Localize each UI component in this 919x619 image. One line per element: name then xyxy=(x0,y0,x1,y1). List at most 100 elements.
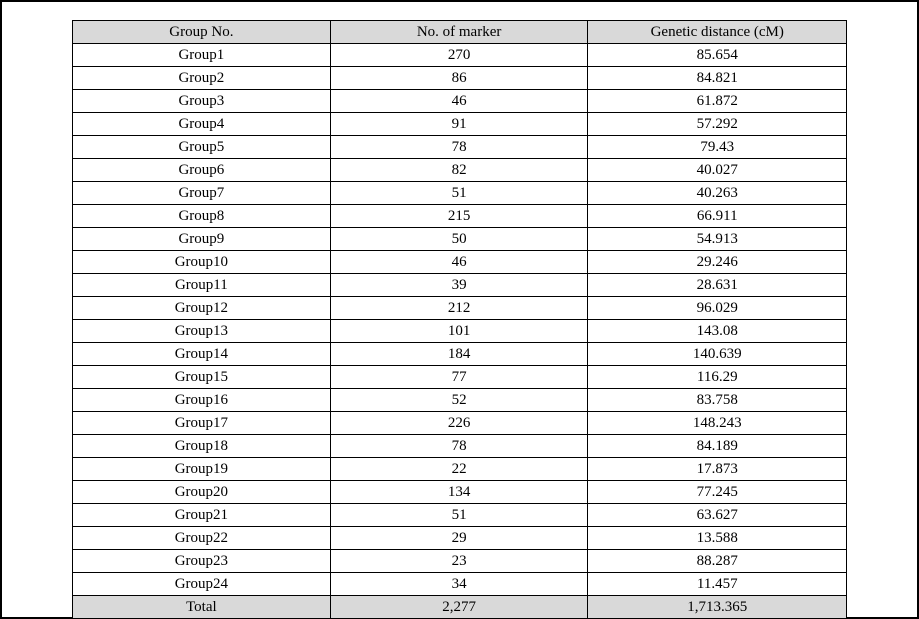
cell-group: Group13 xyxy=(73,320,331,343)
cell-distance: 40.027 xyxy=(588,159,847,182)
cell-group: Group20 xyxy=(73,481,331,504)
cell-markers: 77 xyxy=(330,366,588,389)
cell-distance: 84.189 xyxy=(588,435,847,458)
cell-markers: 212 xyxy=(330,297,588,320)
table-total-row: Total 2,277 1,713.365 xyxy=(73,596,847,619)
cell-group: Group1 xyxy=(73,44,331,67)
cell-markers: 184 xyxy=(330,343,588,366)
table-row: Group127085.654 xyxy=(73,44,847,67)
table-row: Group243411.457 xyxy=(73,573,847,596)
cell-group: Group24 xyxy=(73,573,331,596)
cell-distance: 66.911 xyxy=(588,205,847,228)
cell-group: Group11 xyxy=(73,274,331,297)
cell-markers: 51 xyxy=(330,504,588,527)
cell-distance: 77.245 xyxy=(588,481,847,504)
cell-markers: 82 xyxy=(330,159,588,182)
cell-distance: 85.654 xyxy=(588,44,847,67)
table-body: Group127085.654 Group28684.821 Group3466… xyxy=(73,44,847,619)
table-row: Group75140.263 xyxy=(73,182,847,205)
cell-distance: 11.457 xyxy=(588,573,847,596)
cell-markers: 39 xyxy=(330,274,588,297)
col-header-distance: Genetic distance (cM) xyxy=(588,21,847,44)
cell-total-label: Total xyxy=(73,596,331,619)
cell-markers: 270 xyxy=(330,44,588,67)
table-row: Group222913.588 xyxy=(73,527,847,550)
cell-group: Group5 xyxy=(73,136,331,159)
table-row: Group28684.821 xyxy=(73,67,847,90)
cell-markers: 50 xyxy=(330,228,588,251)
cell-markers: 34 xyxy=(330,573,588,596)
cell-distance: 29.246 xyxy=(588,251,847,274)
cell-markers: 23 xyxy=(330,550,588,573)
cell-total-markers: 2,277 xyxy=(330,596,588,619)
cell-distance: 79.43 xyxy=(588,136,847,159)
cell-distance: 17.873 xyxy=(588,458,847,481)
table-row: Group68240.027 xyxy=(73,159,847,182)
cell-group: Group15 xyxy=(73,366,331,389)
cell-markers: 51 xyxy=(330,182,588,205)
cell-distance: 88.287 xyxy=(588,550,847,573)
cell-distance: 61.872 xyxy=(588,90,847,113)
cell-distance: 116.29 xyxy=(588,366,847,389)
table-row: Group821566.911 xyxy=(73,205,847,228)
table-row: Group192217.873 xyxy=(73,458,847,481)
cell-distance: 96.029 xyxy=(588,297,847,320)
cell-distance: 143.08 xyxy=(588,320,847,343)
table-row: Group49157.292 xyxy=(73,113,847,136)
cell-distance: 28.631 xyxy=(588,274,847,297)
table-row: Group57879.43 xyxy=(73,136,847,159)
table-row: Group187884.189 xyxy=(73,435,847,458)
cell-markers: 52 xyxy=(330,389,588,412)
cell-group: Group2 xyxy=(73,67,331,90)
cell-markers: 78 xyxy=(330,136,588,159)
cell-distance: 140.639 xyxy=(588,343,847,366)
cell-group: Group9 xyxy=(73,228,331,251)
cell-group: Group12 xyxy=(73,297,331,320)
table-header-row: Group No. No. of marker Genetic distance… xyxy=(73,21,847,44)
cell-group: Group6 xyxy=(73,159,331,182)
table-row: Group232388.287 xyxy=(73,550,847,573)
table-row: Group14184140.639 xyxy=(73,343,847,366)
cell-markers: 86 xyxy=(330,67,588,90)
table-row: Group34661.872 xyxy=(73,90,847,113)
col-header-markers: No. of marker xyxy=(330,21,588,44)
cell-group: Group3 xyxy=(73,90,331,113)
col-header-group: Group No. xyxy=(73,21,331,44)
cell-group: Group7 xyxy=(73,182,331,205)
cell-group: Group18 xyxy=(73,435,331,458)
cell-markers: 29 xyxy=(330,527,588,550)
cell-markers: 101 xyxy=(330,320,588,343)
cell-markers: 226 xyxy=(330,412,588,435)
table-row: Group95054.913 xyxy=(73,228,847,251)
cell-group: Group16 xyxy=(73,389,331,412)
cell-markers: 46 xyxy=(330,90,588,113)
cell-distance: 13.588 xyxy=(588,527,847,550)
cell-group: Group19 xyxy=(73,458,331,481)
table-row: Group113928.631 xyxy=(73,274,847,297)
cell-markers: 46 xyxy=(330,251,588,274)
cell-markers: 22 xyxy=(330,458,588,481)
table-row: Group104629.246 xyxy=(73,251,847,274)
cell-group: Group10 xyxy=(73,251,331,274)
cell-total-distance: 1,713.365 xyxy=(588,596,847,619)
cell-group: Group8 xyxy=(73,205,331,228)
cell-group: Group14 xyxy=(73,343,331,366)
table-row: Group17226148.243 xyxy=(73,412,847,435)
cell-distance: 148.243 xyxy=(588,412,847,435)
cell-distance: 83.758 xyxy=(588,389,847,412)
page-frame: Group No. No. of marker Genetic distance… xyxy=(0,0,919,619)
cell-distance: 63.627 xyxy=(588,504,847,527)
table-row: Group215163.627 xyxy=(73,504,847,527)
cell-group: Group22 xyxy=(73,527,331,550)
cell-group: Group4 xyxy=(73,113,331,136)
cell-markers: 134 xyxy=(330,481,588,504)
table-row: Group1577116.29 xyxy=(73,366,847,389)
cell-markers: 215 xyxy=(330,205,588,228)
table-row: Group13101143.08 xyxy=(73,320,847,343)
cell-group: Group23 xyxy=(73,550,331,573)
cell-distance: 54.913 xyxy=(588,228,847,251)
cell-markers: 91 xyxy=(330,113,588,136)
table-row: Group165283.758 xyxy=(73,389,847,412)
cell-distance: 57.292 xyxy=(588,113,847,136)
cell-group: Group21 xyxy=(73,504,331,527)
